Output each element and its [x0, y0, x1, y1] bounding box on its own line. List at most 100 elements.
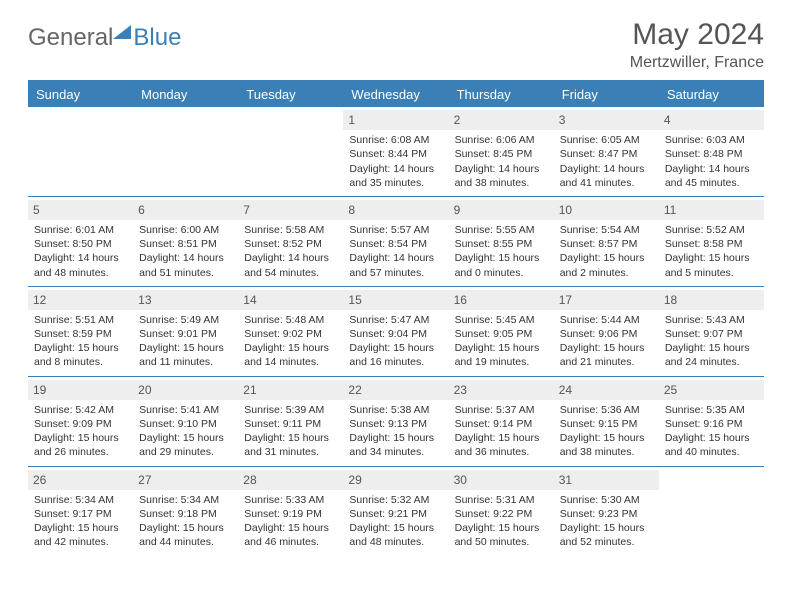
day-sunset: Sunset: 9:18 PM: [139, 507, 232, 521]
day-details: Sunrise: 5:54 AMSunset: 8:57 PMDaylight:…: [560, 223, 653, 280]
day-details: Sunrise: 5:45 AMSunset: 9:05 PMDaylight:…: [455, 313, 548, 370]
calendar-day-cell: [28, 107, 133, 196]
day-sunrise: Sunrise: 5:45 AM: [455, 313, 548, 327]
day-sunrise: Sunrise: 5:35 AM: [665, 403, 758, 417]
day-number: 3: [554, 110, 659, 130]
day-details: Sunrise: 5:51 AMSunset: 8:59 PMDaylight:…: [34, 313, 127, 370]
header: General Blue May 2024 Mertzwiller, Franc…: [28, 18, 764, 80]
logo-text-blue: Blue: [133, 24, 181, 52]
day-sunrise: Sunrise: 6:01 AM: [34, 223, 127, 237]
day-daylight1: Daylight: 15 hours: [34, 431, 127, 445]
day-daylight2: and 51 minutes.: [139, 266, 232, 280]
day-sunset: Sunset: 9:15 PM: [560, 417, 653, 431]
day-sunset: Sunset: 9:06 PM: [560, 327, 653, 341]
logo-triangle-icon: [113, 25, 131, 39]
calendar-day-cell: 28Sunrise: 5:33 AMSunset: 9:19 PMDayligh…: [238, 467, 343, 556]
day-details: Sunrise: 5:37 AMSunset: 9:14 PMDaylight:…: [455, 403, 548, 460]
day-details: Sunrise: 5:44 AMSunset: 9:06 PMDaylight:…: [560, 313, 653, 370]
day-number: 10: [554, 200, 659, 220]
day-daylight1: Daylight: 15 hours: [139, 341, 232, 355]
day-details: Sunrise: 5:36 AMSunset: 9:15 PMDaylight:…: [560, 403, 653, 460]
day-daylight2: and 24 minutes.: [665, 355, 758, 369]
day-daylight2: and 36 minutes.: [455, 445, 548, 459]
weekday-header-row: SundayMondayTuesdayWednesdayThursdayFrid…: [28, 82, 764, 107]
day-sunset: Sunset: 8:52 PM: [244, 237, 337, 251]
day-sunrise: Sunrise: 5:38 AM: [349, 403, 442, 417]
day-number: 18: [659, 290, 764, 310]
day-sunrise: Sunrise: 6:06 AM: [455, 133, 548, 147]
day-sunset: Sunset: 9:21 PM: [349, 507, 442, 521]
day-sunrise: Sunrise: 5:49 AM: [139, 313, 232, 327]
day-sunset: Sunset: 9:16 PM: [665, 417, 758, 431]
day-number: 8: [343, 200, 448, 220]
calendar-day-cell: [238, 107, 343, 196]
day-daylight1: Daylight: 14 hours: [349, 162, 442, 176]
day-details: Sunrise: 5:34 AMSunset: 9:18 PMDaylight:…: [139, 493, 232, 550]
day-details: Sunrise: 5:42 AMSunset: 9:09 PMDaylight:…: [34, 403, 127, 460]
day-sunset: Sunset: 8:59 PM: [34, 327, 127, 341]
day-sunrise: Sunrise: 6:03 AM: [665, 133, 758, 147]
day-daylight2: and 42 minutes.: [34, 535, 127, 549]
day-sunset: Sunset: 9:14 PM: [455, 417, 548, 431]
day-daylight1: Daylight: 15 hours: [455, 521, 548, 535]
calendar-week-row: 1Sunrise: 6:08 AMSunset: 8:44 PMDaylight…: [28, 107, 764, 196]
day-number: 26: [28, 470, 133, 490]
calendar-day-cell: 26Sunrise: 5:34 AMSunset: 9:17 PMDayligh…: [28, 467, 133, 556]
day-number: 28: [238, 470, 343, 490]
calendar-week-row: 26Sunrise: 5:34 AMSunset: 9:17 PMDayligh…: [28, 466, 764, 556]
day-number: 25: [659, 380, 764, 400]
day-daylight1: Daylight: 15 hours: [244, 521, 337, 535]
day-sunset: Sunset: 8:50 PM: [34, 237, 127, 251]
day-sunrise: Sunrise: 5:57 AM: [349, 223, 442, 237]
day-details: Sunrise: 5:58 AMSunset: 8:52 PMDaylight:…: [244, 223, 337, 280]
calendar-day-cell: 20Sunrise: 5:41 AMSunset: 9:10 PMDayligh…: [133, 377, 238, 466]
day-daylight2: and 35 minutes.: [349, 176, 442, 190]
location-label: Mertzwiller, France: [630, 54, 764, 72]
day-details: Sunrise: 5:48 AMSunset: 9:02 PMDaylight:…: [244, 313, 337, 370]
day-details: Sunrise: 6:08 AMSunset: 8:44 PMDaylight:…: [349, 133, 442, 190]
day-daylight1: Daylight: 14 hours: [34, 251, 127, 265]
day-details: Sunrise: 5:32 AMSunset: 9:21 PMDaylight:…: [349, 493, 442, 550]
day-sunrise: Sunrise: 5:52 AM: [665, 223, 758, 237]
weekday-header: Monday: [133, 82, 238, 107]
calendar-grid: SundayMondayTuesdayWednesdayThursdayFrid…: [28, 80, 764, 555]
day-daylight2: and 48 minutes.: [34, 266, 127, 280]
day-sunset: Sunset: 8:47 PM: [560, 147, 653, 161]
day-number: 4: [659, 110, 764, 130]
day-sunset: Sunset: 9:10 PM: [139, 417, 232, 431]
calendar-day-cell: 17 Sunrise: 5:44 AMSunset: 9:06 PMDayligh…: [554, 287, 659, 376]
weekday-header: Friday: [554, 82, 659, 107]
calendar-day-cell: 15Sunrise: 5:47 AMSunset: 9:04 PMDayligh…: [343, 287, 448, 376]
day-daylight2: and 8 minutes.: [34, 355, 127, 369]
day-number: 31: [554, 470, 659, 490]
day-daylight2: and 57 minutes.: [349, 266, 442, 280]
day-daylight2: and 29 minutes.: [139, 445, 232, 459]
day-number: 6: [133, 200, 238, 220]
calendar-day-cell: 12Sunrise: 5:51 AMSunset: 8:59 PMDayligh…: [28, 287, 133, 376]
day-daylight1: Daylight: 15 hours: [455, 341, 548, 355]
day-sunset: Sunset: 9:17 PM: [34, 507, 127, 521]
day-sunset: Sunset: 9:23 PM: [560, 507, 653, 521]
day-sunrise: Sunrise: 5:44 AM: [560, 313, 653, 327]
day-sunset: Sunset: 8:58 PM: [665, 237, 758, 251]
day-details: Sunrise: 5:57 AMSunset: 8:54 PMDaylight:…: [349, 223, 442, 280]
day-number: 11: [659, 200, 764, 220]
title-block: May 2024 Mertzwiller, France: [630, 18, 764, 72]
day-daylight1: Daylight: 15 hours: [139, 521, 232, 535]
day-daylight2: and 26 minutes.: [34, 445, 127, 459]
day-sunrise: Sunrise: 6:05 AM: [560, 133, 653, 147]
day-number: 17: [554, 290, 659, 310]
day-details: Sunrise: 6:03 AMSunset: 8:48 PMDaylight:…: [665, 133, 758, 190]
day-daylight1: Daylight: 15 hours: [34, 341, 127, 355]
day-sunset: Sunset: 8:55 PM: [455, 237, 548, 251]
day-daylight2: and 0 minutes.: [455, 266, 548, 280]
day-details: Sunrise: 5:47 AMSunset: 9:04 PMDaylight:…: [349, 313, 442, 370]
day-sunrise: Sunrise: 5:32 AM: [349, 493, 442, 507]
day-daylight2: and 52 minutes.: [560, 535, 653, 549]
day-sunrise: Sunrise: 5:41 AM: [139, 403, 232, 417]
day-details: Sunrise: 5:49 AMSunset: 9:01 PMDaylight:…: [139, 313, 232, 370]
day-sunrise: Sunrise: 5:39 AM: [244, 403, 337, 417]
calendar-day-cell: 29Sunrise: 5:32 AMSunset: 9:21 PMDayligh…: [343, 467, 448, 556]
calendar-day-cell: 27Sunrise: 5:34 AMSunset: 9:18 PMDayligh…: [133, 467, 238, 556]
day-sunrise: Sunrise: 5:37 AM: [455, 403, 548, 417]
